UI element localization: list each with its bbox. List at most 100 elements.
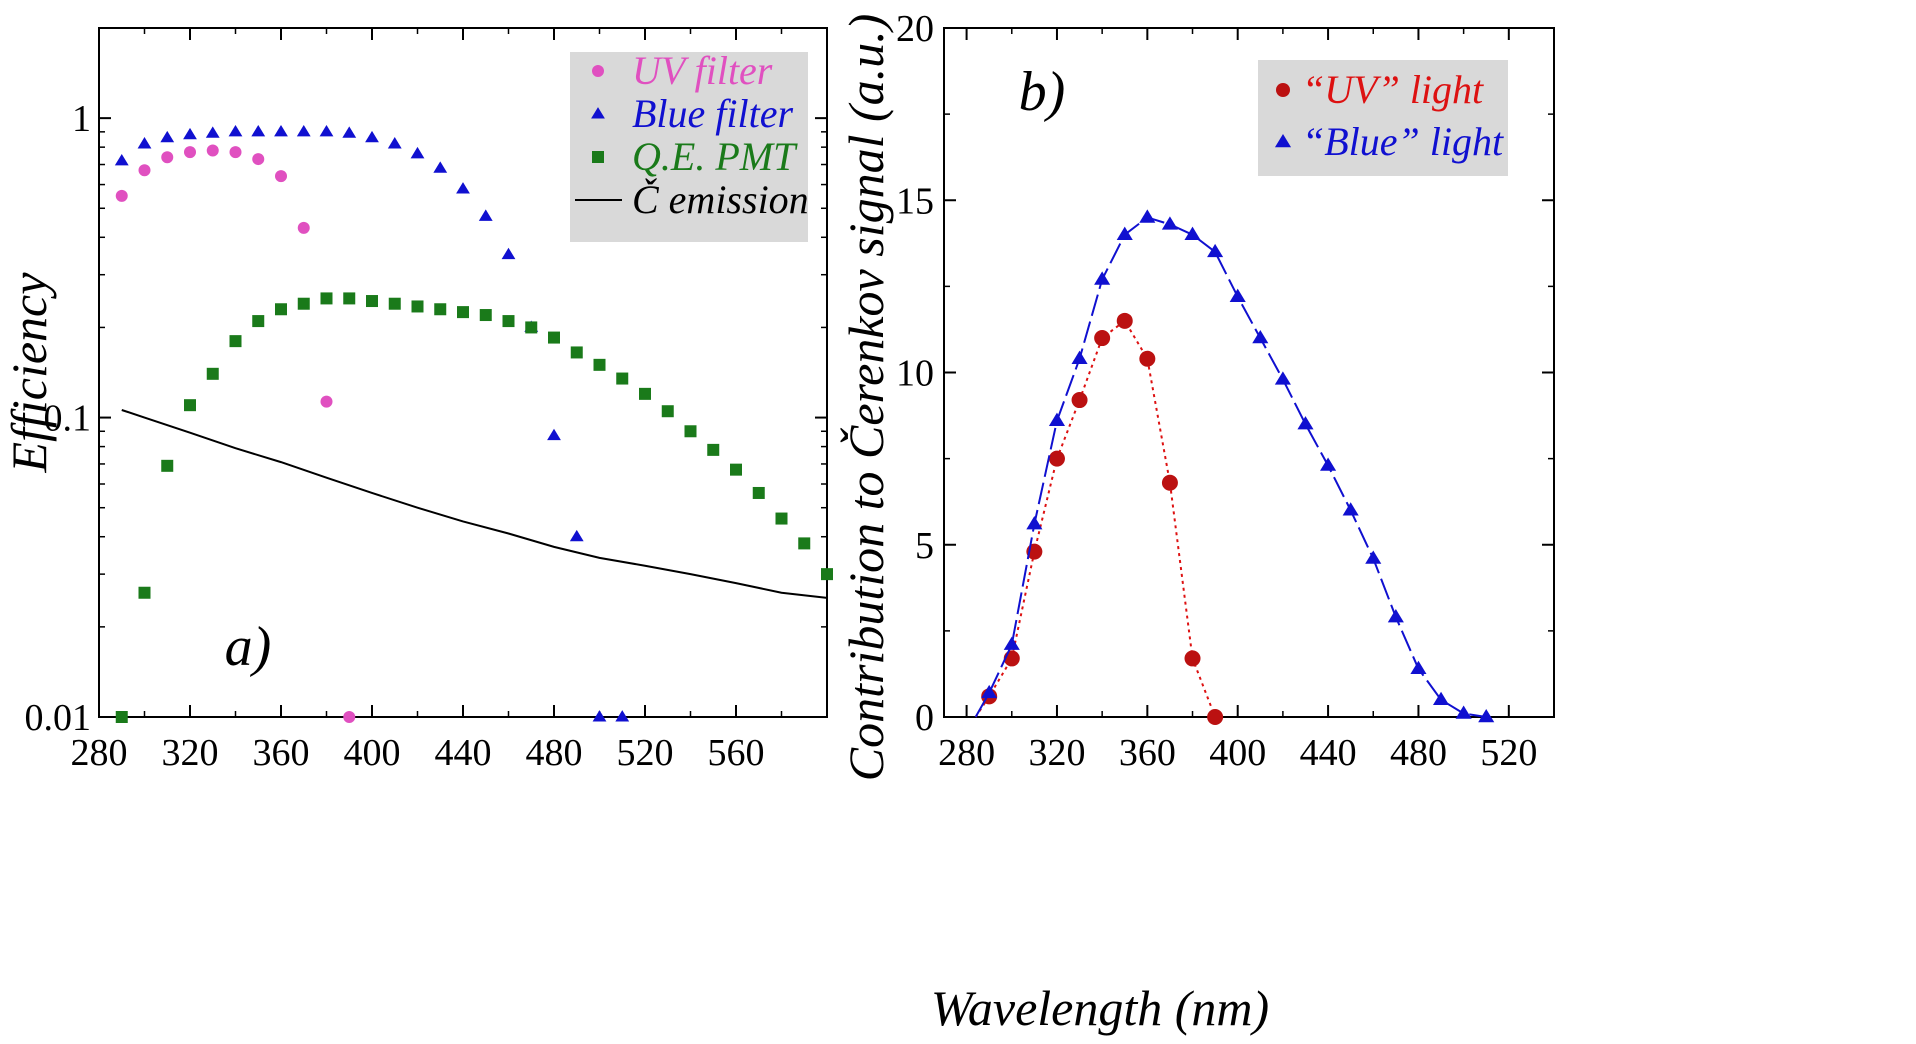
- series-0-point: [115, 189, 128, 202]
- legend-b-background: [1258, 60, 1508, 176]
- y-tick-label: 1: [72, 98, 91, 140]
- series-2-point: [229, 335, 242, 348]
- legend-marker: [592, 151, 604, 163]
- series-1-point: [1207, 243, 1224, 258]
- series-1-point: [114, 153, 129, 166]
- series-0-point: [297, 221, 310, 234]
- series-0-point: [1071, 392, 1088, 409]
- series-2-point: [661, 405, 674, 418]
- legend-label: “Blue” light: [1302, 119, 1504, 164]
- series-1-point: [981, 684, 998, 699]
- series-1-point: [1365, 550, 1382, 564]
- series-2-point: [297, 297, 310, 310]
- series-1-point: [319, 124, 334, 137]
- series-2-point: [479, 309, 492, 322]
- series-2-point: [616, 372, 629, 385]
- y-tick-label: 15: [896, 180, 934, 222]
- legend-label: Č emission: [632, 177, 809, 222]
- series-1-point: [1161, 216, 1178, 230]
- series-0-point: [138, 164, 151, 177]
- series-0-point: [343, 711, 356, 723]
- series-1-point: [251, 124, 266, 137]
- series-1-point: [456, 182, 470, 194]
- series-1-point: [615, 710, 630, 722]
- series-1-point: [1252, 330, 1269, 344]
- y-tick-label: 0.01: [25, 697, 92, 739]
- series-0-point: [1048, 450, 1065, 467]
- series-1-point: [342, 126, 357, 138]
- series-2-point: [206, 367, 219, 380]
- series-1-point: [592, 710, 607, 722]
- series-2-point: [502, 315, 515, 328]
- legend-marker: [592, 65, 604, 77]
- series-1-curve: [974, 216, 1487, 718]
- legend-a-background: [570, 52, 808, 242]
- x-tick-label: 360: [253, 732, 310, 774]
- y-tick-label: 10: [896, 353, 934, 395]
- series-1-point: [1387, 609, 1404, 623]
- series-2-point: [388, 297, 401, 310]
- series-0-point: [275, 170, 287, 183]
- x-tick-label: 320: [1028, 732, 1085, 774]
- x-tick-label: 280: [71, 732, 128, 774]
- x-tick-label: 520: [1480, 732, 1537, 774]
- series-1-point: [1432, 691, 1450, 706]
- series-0-point: [1207, 709, 1224, 725]
- x-tick-label: 280: [938, 732, 995, 774]
- series-1-point: [1274, 371, 1291, 385]
- panel-label: b): [1019, 61, 1066, 123]
- x-tick-label: 400: [344, 732, 401, 774]
- series-2-point: [525, 321, 538, 334]
- series-2-point: [275, 303, 287, 316]
- series-2-point: [138, 586, 151, 599]
- x-axis-title: Wavelength (nm): [931, 980, 1269, 1036]
- series-1-point: [183, 127, 197, 140]
- series-1-point: [501, 247, 516, 260]
- series-2-point: [252, 315, 265, 328]
- series-1-point: [1116, 226, 1133, 240]
- panel-b-cerenkov-contribution-chart: 280 320 360 400 440 480 520 0 5 10 15 20Contributio…: [838, 8, 1555, 781]
- series-1-point: [365, 130, 379, 143]
- series-1-point: [1297, 416, 1314, 430]
- series-0-curve: [974, 319, 1217, 718]
- series-1-point: [387, 137, 402, 149]
- series-1-point: [1094, 271, 1111, 285]
- series-2-point: [821, 568, 833, 581]
- series-0-point: [320, 395, 333, 408]
- series-0-point: [206, 144, 219, 157]
- series-1-point: [1320, 457, 1337, 471]
- series-2-point: [161, 459, 174, 472]
- series-0-point: [184, 146, 196, 159]
- series-2-point: [320, 292, 333, 305]
- x-tick-label: 520: [617, 732, 674, 774]
- x-tick-label: 440: [435, 732, 492, 774]
- series-2-point: [434, 303, 447, 316]
- series-1-point: [1071, 350, 1088, 364]
- series-2-point: [639, 387, 651, 400]
- series-1-point: [296, 124, 311, 137]
- series-1-point: [1048, 412, 1066, 426]
- series-1-point: [1026, 516, 1043, 530]
- series-1-point: [228, 124, 243, 137]
- y-axis-title: Efficiency: [1, 272, 57, 474]
- series-0-point: [1161, 474, 1178, 491]
- legend-label: UV filter: [632, 48, 773, 93]
- series-0-point: [1116, 312, 1133, 329]
- series-2-point: [684, 425, 697, 438]
- series-2-point: [184, 399, 196, 412]
- x-tick-label: 320: [162, 732, 219, 774]
- series-1-point: [205, 126, 220, 138]
- legend-marker: [1276, 83, 1290, 97]
- y-tick-label: 5: [915, 525, 934, 567]
- x-tick-label: 440: [1300, 732, 1357, 774]
- series-1-point: [137, 137, 152, 149]
- x-tick-label: 360: [1119, 732, 1176, 774]
- series-0-point: [161, 151, 174, 164]
- panel-a-efficiency-chart: 280 320 360 400 440 480 520 560 0.01 0.1 1 Efficien…: [1, 27, 833, 774]
- x-tick-label: 480: [526, 732, 583, 774]
- series-0-point: [229, 146, 242, 159]
- series-2-point: [798, 537, 811, 550]
- y-tick-label: 0.1: [44, 398, 92, 440]
- series-0-point: [1184, 650, 1201, 667]
